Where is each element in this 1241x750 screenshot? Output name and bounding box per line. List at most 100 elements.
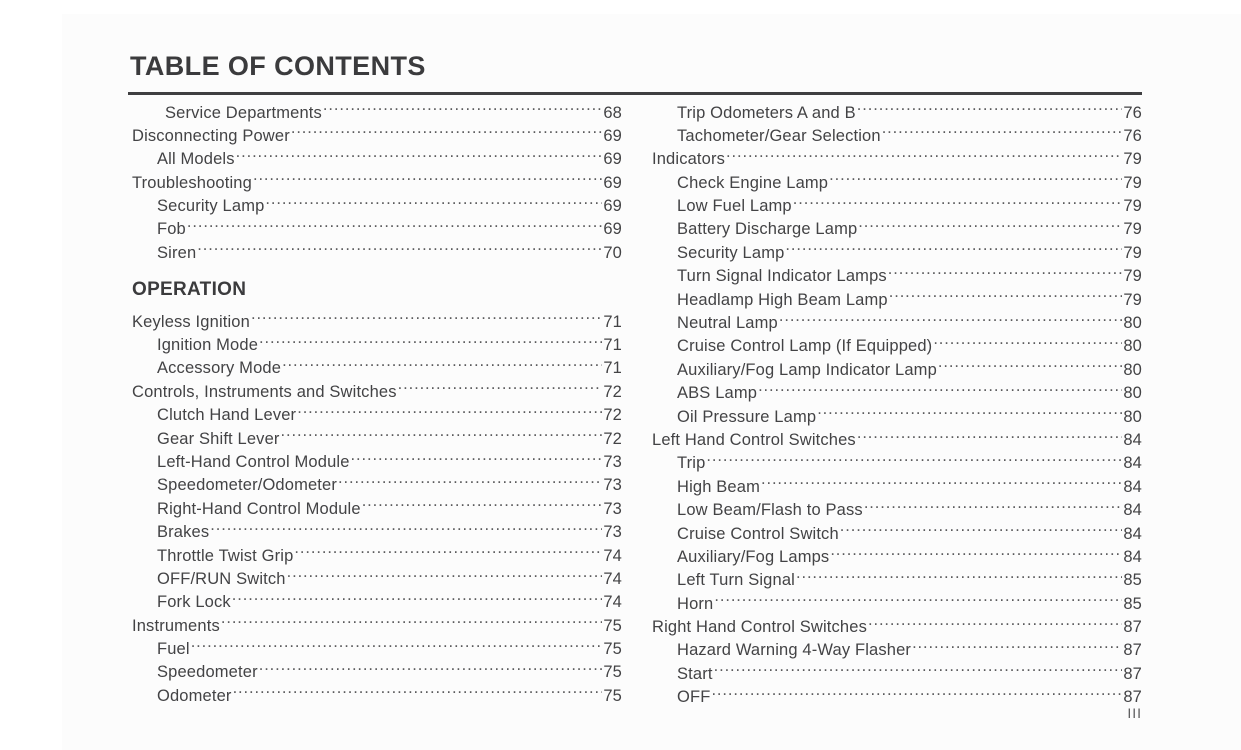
toc-entry-page-number: 79 (1123, 220, 1142, 239)
toc-dot-leader (761, 475, 1122, 492)
toc-entry-label: Hazard Warning 4-Way Flasher (677, 641, 912, 660)
toc-entry[interactable]: Low Fuel Lamp 79 (648, 195, 1142, 218)
toc-entry[interactable]: Left-Hand Control Module 73 (128, 450, 622, 473)
toc-entry[interactable]: Headlamp High Beam Lamp 79 (648, 288, 1142, 311)
toc-dot-leader (817, 405, 1122, 422)
toc-dot-leader (287, 567, 603, 584)
toc-entry[interactable]: OFF/RUN Switch 74 (128, 567, 622, 590)
toc-entry-page-number: 79 (1123, 197, 1142, 216)
toc-entry[interactable]: Controls, Instruments and Switches 72 (128, 380, 622, 403)
toc-dot-leader (338, 474, 602, 491)
toc-entry[interactable]: OFF 87 (648, 686, 1142, 709)
toc-entry-label: Fuel (157, 640, 190, 659)
toc-entry-page-number: 69 (603, 197, 622, 216)
toc-entry[interactable]: Brakes 73 (128, 521, 622, 544)
toc-entry-label: ABS Lamp (677, 384, 758, 403)
toc-entry[interactable]: Cruise Control Switch 84 (648, 522, 1142, 545)
toc-entry[interactable]: Fuel 75 (128, 638, 622, 661)
toc-entry[interactable]: Oil Pressure Lamp 80 (648, 405, 1142, 428)
toc-dot-leader (882, 124, 1123, 141)
toc-entry[interactable]: Security Lamp 69 (128, 195, 622, 218)
toc-entry-label: Start (677, 664, 713, 683)
toc-entry-page-number: 80 (1123, 337, 1142, 356)
toc-entry-label: Troubleshooting (132, 173, 252, 192)
toc-entry-page-number: 79 (1123, 243, 1142, 262)
toc-entry[interactable]: Fork Lock 74 (128, 591, 622, 614)
toc-section-heading[interactable]: OPERATION (132, 278, 247, 300)
toc-column-right: Trip Odometers A and B76Tachometer/Gear … (648, 101, 1142, 709)
toc-entry-page-number: 80 (1123, 407, 1142, 426)
toc-entry[interactable]: Tachometer/Gear Selection 76 (648, 124, 1142, 147)
toc-entry[interactable]: Check Engine Lamp 79 (648, 171, 1142, 194)
toc-entry-page-number: 72 (603, 406, 622, 425)
toc-entry[interactable]: Indicators 79 (648, 148, 1142, 171)
toc-entry-page-number: 73 (603, 523, 622, 542)
toc-dot-leader (282, 357, 602, 374)
toc-entry-page-number: 87 (1123, 664, 1142, 683)
toc-entry[interactable]: Turn Signal Indicator Lamps 79 (648, 265, 1142, 288)
toc-entry[interactable]: Auxiliary/Fog Lamps 84 (648, 545, 1142, 568)
toc-entry-label: Auxiliary/Fog Lamps (677, 547, 830, 566)
toc-entry-page-number: 68 (603, 103, 622, 122)
toc-entry[interactable]: Low Beam/Flash to Pass 84 (648, 499, 1142, 522)
toc-entry[interactable]: Horn 85 (648, 592, 1142, 615)
toc-entry[interactable]: Trip 84 (648, 452, 1142, 475)
toc-entry[interactable]: Ignition Mode 71 (128, 334, 622, 357)
toc-entry-page-number: 69 (603, 220, 622, 239)
toc-entry[interactable]: Hazard Warning 4-Way Flasher 87 (648, 639, 1142, 662)
toc-entry-label: All Models (157, 150, 235, 169)
toc-dot-leader (259, 661, 603, 678)
toc-entry-label: Accessory Mode (157, 359, 282, 378)
toc-entry-page-number: 84 (1123, 430, 1142, 449)
toc-entry[interactable]: Troubleshooting 69 (128, 171, 622, 194)
toc-entry[interactable]: Speedometer 75 (128, 661, 622, 684)
toc-entry[interactable]: All Models 69 (128, 148, 622, 171)
toc-entry[interactable]: Clutch Hand Lever 72 (128, 404, 622, 427)
toc-entry[interactable]: Keyless Ignition 71 (128, 310, 622, 333)
toc-entry[interactable]: Auxiliary/Fog Lamp Indicator Lamp 80 (648, 358, 1142, 381)
toc-entry[interactable]: Trip Odometers A and B 76 (648, 101, 1142, 124)
toc-entry[interactable]: Left Turn Signal 85 (648, 569, 1142, 592)
toc-dot-leader (830, 545, 1122, 562)
toc-dot-leader (210, 521, 602, 538)
toc-entry[interactable]: Left Hand Control Switches 84 (648, 428, 1142, 451)
toc-dot-leader (233, 684, 603, 701)
toc-entry-page-number: 74 (603, 593, 622, 612)
toc-entry[interactable]: Cruise Control Lamp (If Equipped) 80 (648, 335, 1142, 358)
toc-entry-label: Keyless Ignition (132, 312, 250, 331)
toc-dot-leader (829, 171, 1122, 188)
toc-entry[interactable]: Accessory Mode 71 (128, 357, 622, 380)
toc-entry[interactable]: Fob 69 (128, 218, 622, 241)
toc-entry-label: Right-Hand Control Module (157, 499, 361, 518)
toc-dot-leader (857, 428, 1123, 445)
toc-entry[interactable]: Disconnecting Power 69 (128, 124, 622, 147)
toc-dot-leader (253, 171, 602, 188)
toc-entry[interactable]: Service Departments 68 (128, 101, 622, 124)
toc-entry[interactable]: Speedometer/Odometer 73 (128, 474, 622, 497)
toc-entry[interactable]: Gear Shift Lever 72 (128, 427, 622, 450)
toc-entry-page-number: 73 (603, 499, 622, 518)
toc-entry[interactable]: Neutral Lamp 80 (648, 312, 1142, 335)
toc-entry[interactable]: Battery Discharge Lamp 79 (648, 218, 1142, 241)
toc-entry[interactable]: Right Hand Control Switches 87 (648, 616, 1142, 639)
toc-entry-page-number: 69 (603, 126, 622, 145)
toc-entry[interactable]: Security Lamp 79 (648, 241, 1142, 264)
toc-entry[interactable]: Odometer 75 (128, 684, 622, 707)
toc-entry[interactable]: High Beam 84 (648, 475, 1142, 498)
toc-entry-page-number: 71 (603, 359, 622, 378)
toc-entry-page-number: 87 (1123, 688, 1142, 707)
toc-entry-label: Auxiliary/Fog Lamp Indicator Lamp (677, 360, 937, 379)
toc-entry[interactable]: Throttle Twist Grip 74 (128, 544, 622, 567)
toc-entry-label: Horn (677, 594, 714, 613)
toc-dot-leader (197, 241, 602, 258)
toc-entry[interactable]: Instruments 75 (128, 614, 622, 637)
toc-entry-label: Turn Signal Indicator Lamps (677, 267, 887, 286)
toc-entry[interactable]: Start 87 (648, 662, 1142, 685)
toc-entry[interactable]: Siren 70 (128, 241, 622, 264)
toc-dot-leader (779, 312, 1122, 329)
toc-entry-label: Battery Discharge Lamp (677, 220, 858, 239)
toc-entry[interactable]: ABS Lamp 80 (648, 382, 1142, 405)
toc-entry-label: Left Turn Signal (677, 571, 795, 590)
toc-entry[interactable]: Right-Hand Control Module 73 (128, 497, 622, 520)
